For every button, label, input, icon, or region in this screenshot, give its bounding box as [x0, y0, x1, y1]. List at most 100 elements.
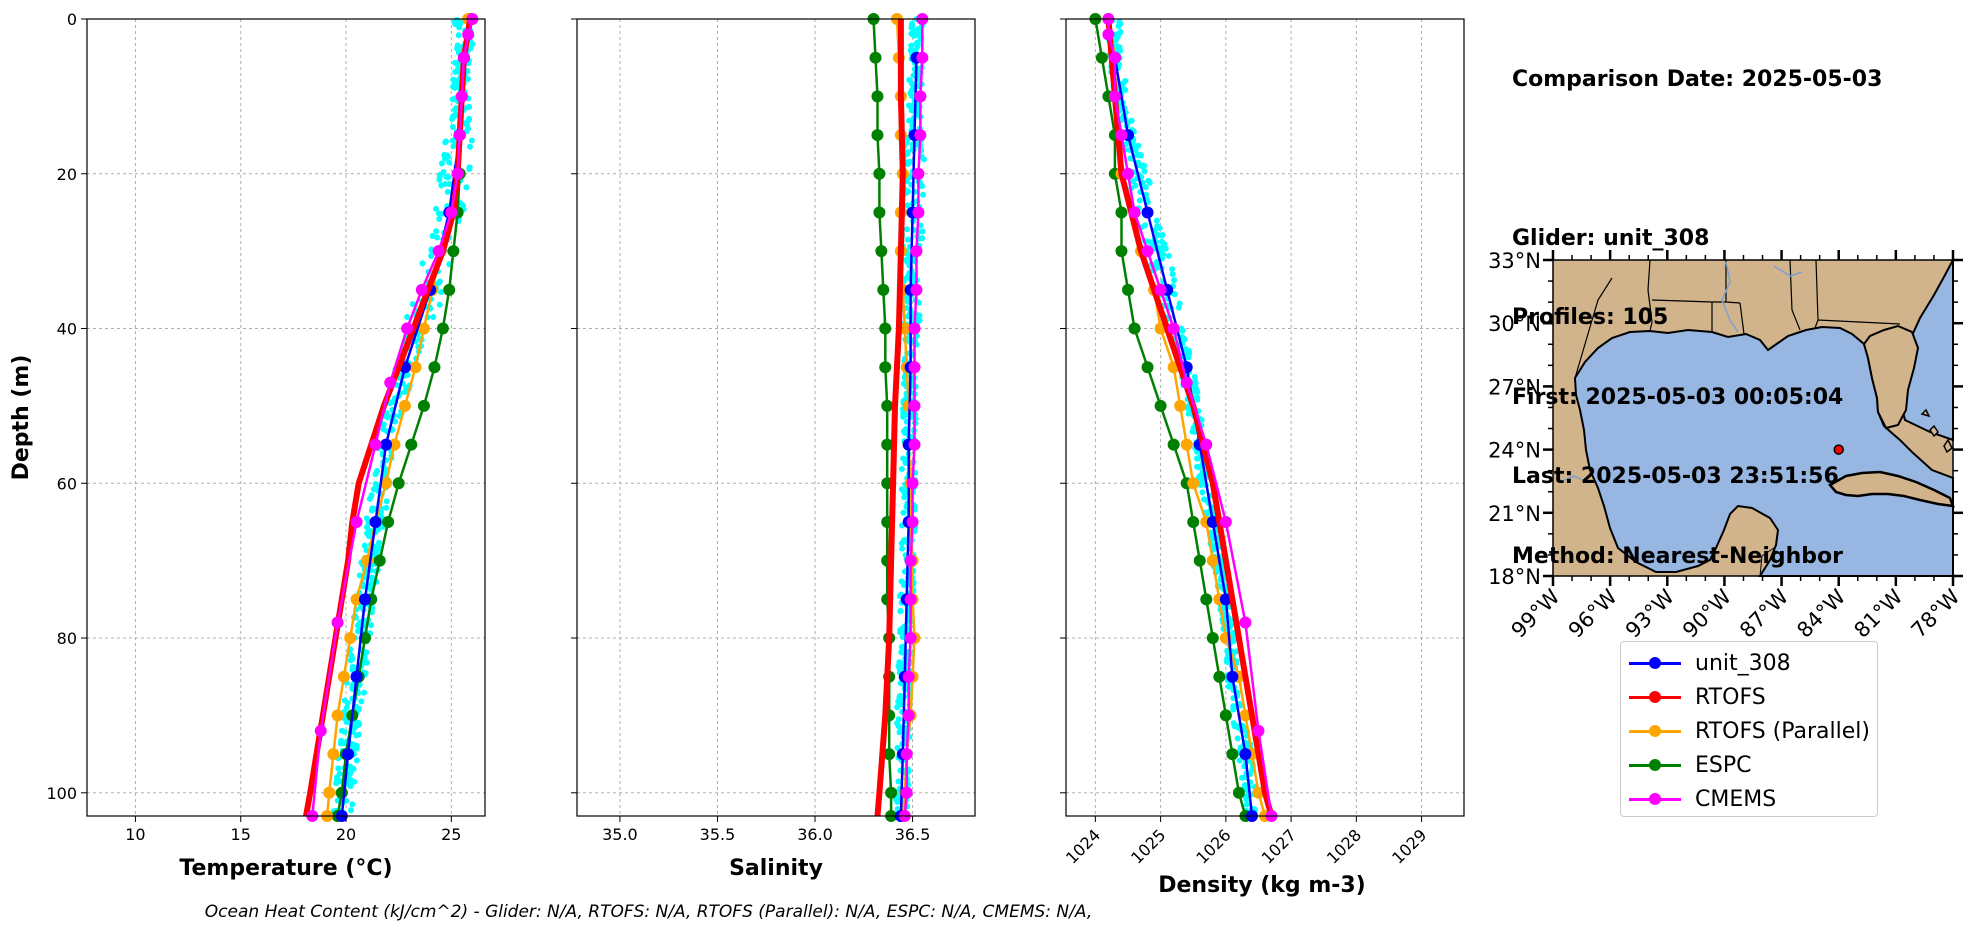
series-line-cmems	[311, 18, 474, 817]
glider-scatter-point	[452, 59, 459, 66]
glider-scatter-point	[895, 778, 902, 785]
legend-label: RTOFS	[1695, 684, 1766, 710]
glider-scatter-point	[463, 184, 470, 191]
series-point-espc	[1167, 438, 1180, 451]
series-point-rtofs-parallel-	[331, 709, 344, 722]
series-point-cmems	[908, 438, 921, 451]
glider-scatter-point	[904, 202, 911, 209]
series-point-rtofs-parallel-	[337, 670, 350, 683]
glider-scatter-point	[419, 260, 426, 267]
series-point-cmems	[908, 399, 921, 412]
glider-scatter-point	[454, 42, 461, 49]
series-point-rtofs-parallel-	[350, 593, 363, 606]
glider-scatter-point	[446, 181, 453, 188]
series-point-espc	[1232, 786, 1245, 799]
legend-item-espc: ESPC	[1629, 750, 1752, 780]
series-point-cmems	[904, 632, 917, 645]
series-point-espc	[436, 322, 449, 335]
map-rivers	[1559, 261, 1803, 483]
glider-scatter-point	[1230, 629, 1237, 636]
map-lat-label: 21°N	[1488, 502, 1541, 526]
glider-scatter-point	[1159, 231, 1166, 238]
glider-scatter-point	[341, 740, 348, 747]
series-point-cmems	[912, 167, 925, 180]
legend-swatch	[1629, 648, 1681, 678]
glider-scatter-point	[446, 159, 453, 166]
series-point-unit-308	[369, 515, 382, 528]
glider-scatter-point	[1236, 757, 1243, 764]
series-point-cmems	[904, 593, 917, 606]
glider-scatter-point	[384, 414, 391, 421]
legend-item-unit-308: unit_308	[1629, 648, 1791, 678]
legend-label: RTOFS (Parallel)	[1695, 718, 1870, 744]
glider-scatter-point	[1185, 410, 1192, 417]
glider-scatter-point	[404, 372, 411, 379]
glider-scatter-point	[429, 232, 436, 239]
series-point-espc	[885, 786, 898, 799]
series-point-rtofs-parallel-	[388, 438, 401, 451]
series-point-unit-308	[1239, 748, 1252, 761]
glider-scatter-point	[469, 40, 476, 47]
legend-swatch	[1629, 716, 1681, 746]
glider-scatter-point	[1165, 252, 1172, 259]
legend: unit_308 RTOFS RTOFS (Parallel) ESPC CME…	[1620, 641, 1878, 817]
glider-scatter-point	[1181, 336, 1188, 343]
series-point-cmems	[906, 515, 919, 528]
glider-scatter-point	[349, 801, 356, 808]
glider-scatter-point	[452, 111, 459, 118]
glider-scatter-point	[433, 205, 440, 212]
glider-scatter-point	[353, 757, 360, 764]
series-point-cmems	[910, 283, 923, 296]
method: Method: Nearest-Neighbor	[1512, 543, 1843, 569]
glider-scatter-point	[366, 533, 373, 540]
glider-scatter-point	[1116, 18, 1123, 25]
info-block: Comparison Date: 2025-05-03 Glider: unit…	[1512, 14, 1882, 597]
series-point-espc	[373, 554, 386, 567]
series-point-cmems	[906, 477, 919, 490]
glider-scatter-point	[367, 528, 374, 535]
series-point-cmems	[1167, 322, 1180, 335]
glider-scatter-point	[894, 744, 901, 751]
glider-scatter-point	[1225, 683, 1232, 690]
series-point-rtofs-parallel-	[409, 361, 422, 374]
glider-scatter-point	[347, 769, 354, 776]
glider-scatter-point	[428, 253, 435, 260]
map-bahamas	[1920, 408, 1953, 454]
y-axis-label: Depth (m)	[9, 355, 34, 481]
series-point-cmems	[369, 438, 382, 451]
y-tick-label: 40	[57, 320, 77, 339]
glider-scatter-point	[912, 31, 919, 38]
glider-scatter-point	[1191, 428, 1198, 435]
series-point-cmems	[451, 167, 464, 180]
glider-scatter-point	[443, 173, 450, 180]
series-point-cmems	[1108, 90, 1121, 103]
series-point-espc	[1121, 283, 1134, 296]
glider-scatter-point	[444, 152, 451, 159]
glider-scatter-point	[901, 536, 908, 543]
series-point-cmems	[1200, 438, 1213, 451]
series-point-espc	[405, 438, 418, 451]
glider-scatter-point	[1192, 379, 1199, 386]
glider-scatter-point	[919, 183, 926, 190]
glider-scatter-point	[1160, 251, 1167, 258]
series-point-espc	[871, 90, 884, 103]
series-point-cmems	[331, 616, 344, 629]
series-point-unit-308	[358, 593, 371, 606]
glider-scatter-point	[335, 765, 342, 772]
glider-scatter-point	[1136, 197, 1143, 204]
glider-scatter-point	[409, 301, 416, 308]
series-point-cmems	[904, 554, 917, 567]
series-line-espc	[1094, 18, 1247, 817]
glider-scatter-point	[1200, 496, 1207, 503]
glider-scatter-point	[901, 380, 908, 387]
gulf-map: 99°W 96°W 93°W 90°W 87°W 84°W 81°W 78°W33°N30°N…	[1488, 249, 1965, 643]
glider-scatter-point	[1154, 264, 1161, 271]
y-tick-label: 20	[57, 165, 77, 184]
glider-scatter-point	[352, 742, 359, 749]
series-point-cmems	[902, 670, 915, 683]
series-point-espc	[443, 283, 456, 296]
y-tick-label: 100	[46, 784, 77, 803]
x-axis-label: Density (kg m-3)	[1158, 873, 1366, 898]
glider-scatter-point	[1153, 217, 1160, 224]
series-point-cmems	[1180, 376, 1193, 389]
